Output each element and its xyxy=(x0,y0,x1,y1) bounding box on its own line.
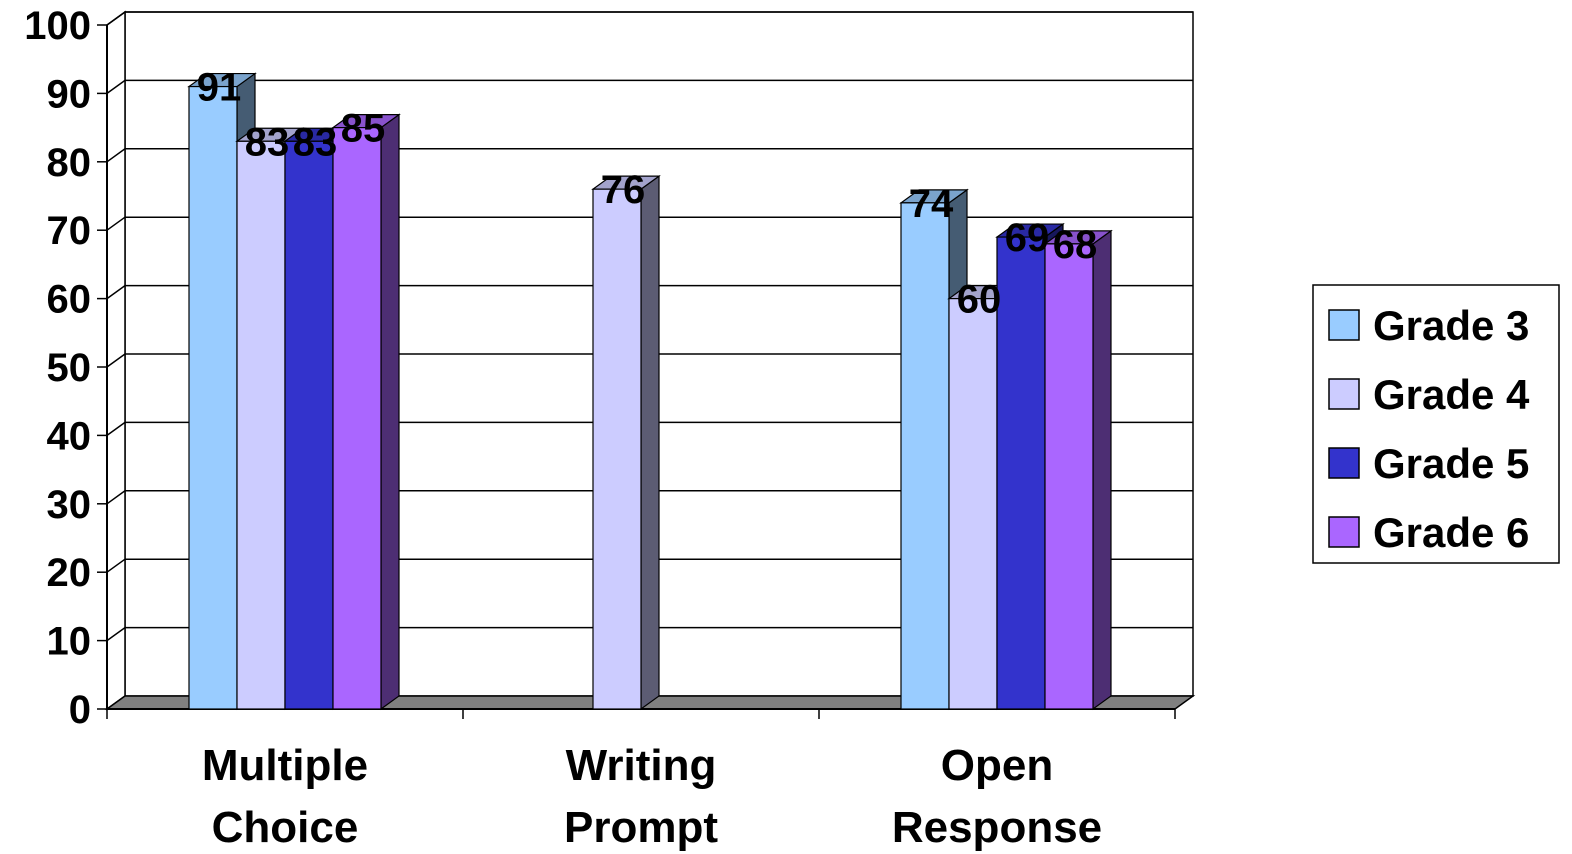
legend-label: Grade 5 xyxy=(1373,440,1529,487)
gridline xyxy=(106,421,1193,437)
data-label: 74 xyxy=(909,182,954,226)
gridline xyxy=(106,79,1193,95)
x-tick-label: Response xyxy=(892,803,1102,852)
axes: 0 10 20 30 40 50 60 70 80 90 100 Multiple Choice Writ… xyxy=(24,4,1176,852)
gridline xyxy=(106,216,1193,231)
data-label: 60 xyxy=(957,278,1002,322)
y-tick-label: 100 xyxy=(24,4,91,48)
data-label: 68 xyxy=(1053,223,1098,267)
x-tick-label: Multiple xyxy=(202,741,368,790)
y-tick-label: 50 xyxy=(47,346,92,390)
gridline xyxy=(106,558,1193,573)
y-tick-label: 60 xyxy=(47,278,92,322)
bars xyxy=(187,72,1113,711)
legend-swatch xyxy=(1328,447,1360,479)
bar-grade-6-multiple-choice xyxy=(331,113,401,711)
legend-swatch xyxy=(1328,516,1360,548)
y-tick-label: 30 xyxy=(47,483,92,527)
data-label: 83 xyxy=(245,120,290,164)
x-tick-label: Prompt xyxy=(564,803,718,852)
x-tick-label: Writing xyxy=(566,741,717,790)
x-tick-label: Choice xyxy=(212,803,359,852)
legend-label: Grade 3 xyxy=(1373,302,1529,349)
bar-grade-6-open-response xyxy=(1043,229,1113,711)
legend-label: Grade 4 xyxy=(1373,371,1530,418)
gridline xyxy=(106,11,1193,26)
x-tick-label: Open xyxy=(941,741,1053,790)
gridline xyxy=(106,626,1193,642)
gridline xyxy=(106,148,1193,163)
legend-swatch xyxy=(1328,309,1360,341)
data-label: 76 xyxy=(601,168,646,212)
bar-grade-4-writing-prompt xyxy=(591,174,661,711)
legend-label: Grade 6 xyxy=(1373,509,1529,556)
legend-swatch xyxy=(1328,378,1360,410)
data-label: 91 xyxy=(197,66,242,110)
y-tick-label: 10 xyxy=(47,620,92,664)
y-tick-label: 70 xyxy=(47,209,92,253)
y-tick-label: 0 xyxy=(69,688,91,732)
y-tick-label: 90 xyxy=(47,72,92,116)
data-label: 83 xyxy=(293,120,338,164)
y-tick-label: 80 xyxy=(47,141,92,185)
gridline xyxy=(106,284,1193,300)
gridline xyxy=(106,490,1193,505)
gridline xyxy=(106,353,1193,368)
y-tick-label: 20 xyxy=(47,551,92,595)
data-label: 85 xyxy=(341,107,386,151)
y-tick-label: 40 xyxy=(47,414,92,458)
legend: Grade 3 Grade 4 Grade 5 Grade 6 xyxy=(1312,284,1560,564)
data-label: 69 xyxy=(1005,216,1050,260)
